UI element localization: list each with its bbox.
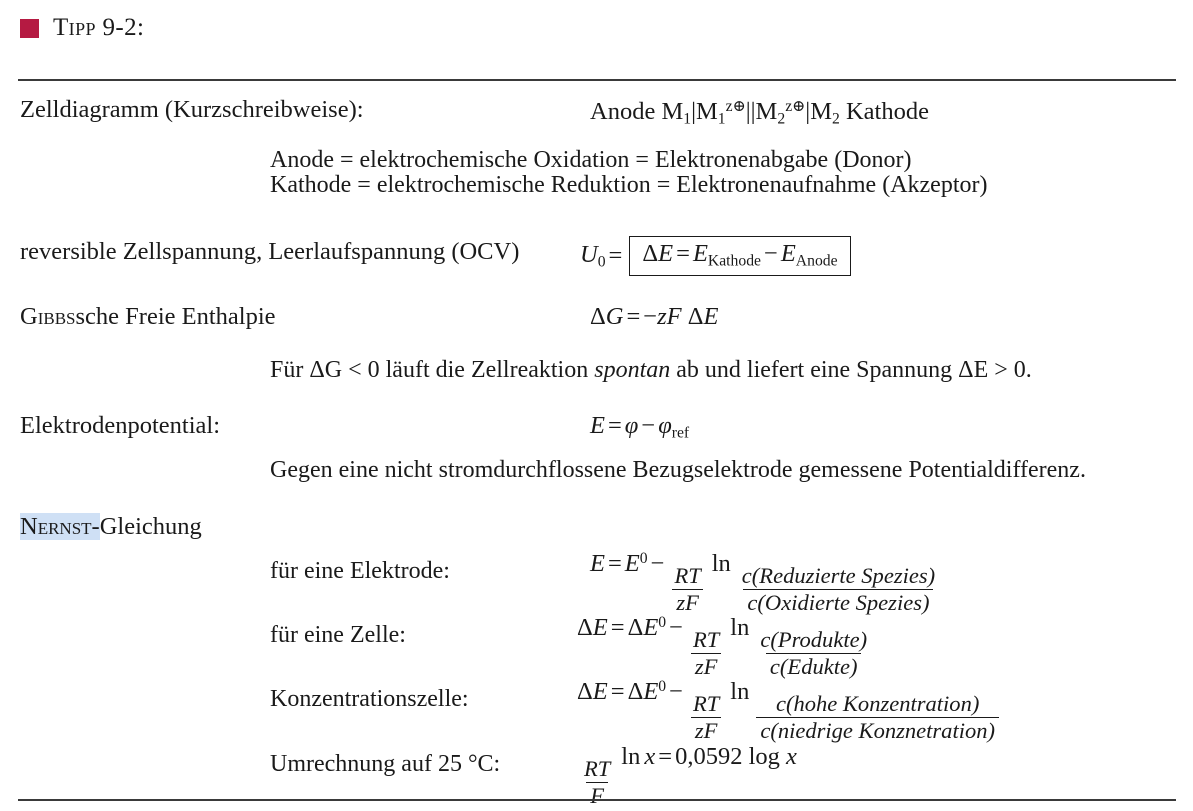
ocv-u0-symbol: U0 [580, 241, 606, 271]
cell-diagram-m1: M1 [661, 98, 692, 128]
cell-diagram-bar-2: | [805, 98, 811, 126]
conv-x-right: x [786, 743, 797, 770]
nernst-electrode-formula: E = E0− RT zF ln c(Reduzierte Spezies) c(Oxidie… [590, 550, 942, 616]
cell-diagram-anode-word: Anode [590, 98, 656, 126]
cell-diagram-formula: Anode M1|M1z⊕||M2z⊕|M2 Kathode [590, 96, 929, 129]
nk-zf: zF [690, 717, 722, 743]
anode-definition: Anode = elektrochemische Oxidation = Ele… [270, 147, 912, 173]
gibbs-formula: ΔG = −zF ΔE [590, 303, 719, 330]
kathode-definition: Kathode = elektrochemische Reduktion = E… [270, 172, 988, 198]
ocv-sub-kathode: Kathode [707, 252, 761, 270]
nc-rt-zf-fraction: RT zF [689, 626, 723, 680]
nk-e0: E0 [643, 678, 667, 706]
ocv-label: reversible Zellspannung, Leerlaufspannun… [20, 238, 520, 265]
cell-diagram-label: Zelldiagramm (Kurzschreibweise): [20, 96, 364, 123]
gibbs-name: Gibbs [20, 303, 76, 330]
electrode-potential-formula: E = φ − φref [590, 412, 690, 442]
ocv-formula: U0 = ΔE = EKathode − EAnode [580, 236, 851, 277]
cell-diagram-m1-ion: M1z⊕ [696, 98, 746, 128]
nernst-cell-formula: ΔE = ΔE0− RT zF ln c(Produkte) c(Edukte) [577, 614, 874, 680]
nk-numerator: c(hohe Konzentration) [775, 690, 980, 716]
gibbs-label: Gibbssche Freie Enthalpie [20, 303, 276, 331]
horizontal-rule-top [18, 79, 1176, 81]
nk-concentration-fraction: c(hohe Konzentration) c(niedrige Konznetr… [756, 690, 999, 744]
nk-rt: RT [692, 690, 720, 716]
ocv-equals: = [608, 242, 623, 270]
nk-e0-sup: 0 [658, 678, 667, 695]
conversion-label: Umrechnung auf 25 °C: [270, 751, 501, 777]
ep-phi: φ [624, 412, 639, 439]
cell-diagram-bar-double: || [745, 98, 756, 126]
nc-zf: zF [690, 653, 722, 679]
ne-zf: zF [672, 589, 703, 615]
nernst-concentration-label: Konzentrationszelle: [270, 686, 469, 712]
cell-diagram-m2-ion: M2z⊕ [755, 98, 806, 128]
ne-numerator: c(Reduzierte Spezies) [741, 562, 936, 588]
nc-numerator: c(Produkte) [760, 626, 868, 652]
conv-x-left: x [644, 743, 656, 770]
horizontal-rule-bottom [18, 799, 1176, 801]
cell-diagram-bar-1: | [691, 98, 696, 126]
ne-denominator: c(Oxidierte Spezies) [743, 589, 934, 615]
spontan-note: Für ΔG < 0 läuft die Zellreaktion sponta… [270, 357, 1032, 384]
conv-rt-f-fraction: RT F [580, 755, 614, 809]
cell-diagram-kathode-word: Kathode [845, 98, 929, 126]
nc-denominator: c(Edukte) [765, 653, 862, 679]
ocv-minus: − [764, 240, 778, 267]
nernst-heading-rest: Gleichung [99, 513, 202, 540]
ne-rt: RT [674, 562, 701, 588]
gibbs-label-rest: sche Freie Enthalpie [75, 303, 276, 330]
nernst-concentration-formula: ΔE = ΔE0− RT zF ln c(hohe Konzentration) c(nied… [577, 678, 1002, 744]
spontan-word: spontan [594, 357, 671, 383]
ep-phi-ref: φref [658, 412, 690, 442]
ne-rt-zf-fraction: RT zF [670, 562, 704, 616]
nk-denominator: c(niedrige Konznetration) [756, 717, 999, 743]
conv-log: log [748, 743, 780, 770]
nc-e0: E0 [643, 614, 667, 642]
ep-sub-ref: ref [671, 424, 690, 442]
nk-rt-zf-fraction: RT zF [689, 690, 723, 744]
nc-e0-sup: 0 [658, 614, 667, 631]
nernst-name-highlighted: Nernst- [20, 513, 100, 540]
spontan-note-post: ab und liefert eine Spannung ΔE > 0. [670, 357, 1032, 383]
potential-note: Gegen eine nicht stromdurchflossene Bezu… [270, 457, 1086, 483]
nc-concentration-fraction: c(Produkte) c(Edukte) [756, 626, 871, 680]
spontan-note-pre: Für ΔG < 0 läuft die Zellreaktion [270, 357, 595, 383]
ne-e0: E0 [624, 550, 648, 578]
nc-ln: ln [730, 614, 750, 642]
nernst-cell-label: für eine Zelle: [270, 622, 406, 648]
ne-lhs: E [590, 550, 605, 578]
tipp-title: Tipp 9-2: [53, 14, 145, 41]
ne-concentration-fraction: c(Reduzierte Spezies) c(Oxidierte Spezies… [738, 562, 939, 616]
nernst-heading: Nernst-Gleichung [20, 513, 202, 541]
conv-rt: RT [584, 755, 611, 781]
cell-diagram-m2: M2 [810, 98, 840, 128]
ocv-boxed-formula: ΔE = EKathode − EAnode [629, 236, 851, 277]
ocv-e-left: E [658, 240, 674, 267]
ocv-sub-anode: Anode [795, 252, 838, 270]
ne-e0-sup: 0 [639, 550, 648, 567]
red-square-marker-icon [20, 18, 39, 38]
nk-ln: ln [730, 678, 750, 706]
nc-rt: RT [692, 626, 720, 652]
conv-value: 0,0592 [675, 743, 743, 770]
tipp-heading: Tipp 9-2: [20, 14, 144, 42]
conv-f: F [586, 782, 609, 808]
ne-ln: ln [711, 550, 731, 578]
conv-equals: = [658, 743, 673, 770]
ep-e-symbol: E [590, 412, 605, 439]
nernst-electrode-label: für eine Elektrode: [270, 558, 450, 584]
ocv-delta: Δ [642, 240, 659, 267]
electrode-potential-label: Elektrodenpotential: [20, 412, 221, 439]
ocv-e-anode: EAnode [780, 240, 838, 270]
conv-ln: ln [621, 743, 641, 770]
ocv-e-kathode: EKathode [692, 240, 761, 270]
